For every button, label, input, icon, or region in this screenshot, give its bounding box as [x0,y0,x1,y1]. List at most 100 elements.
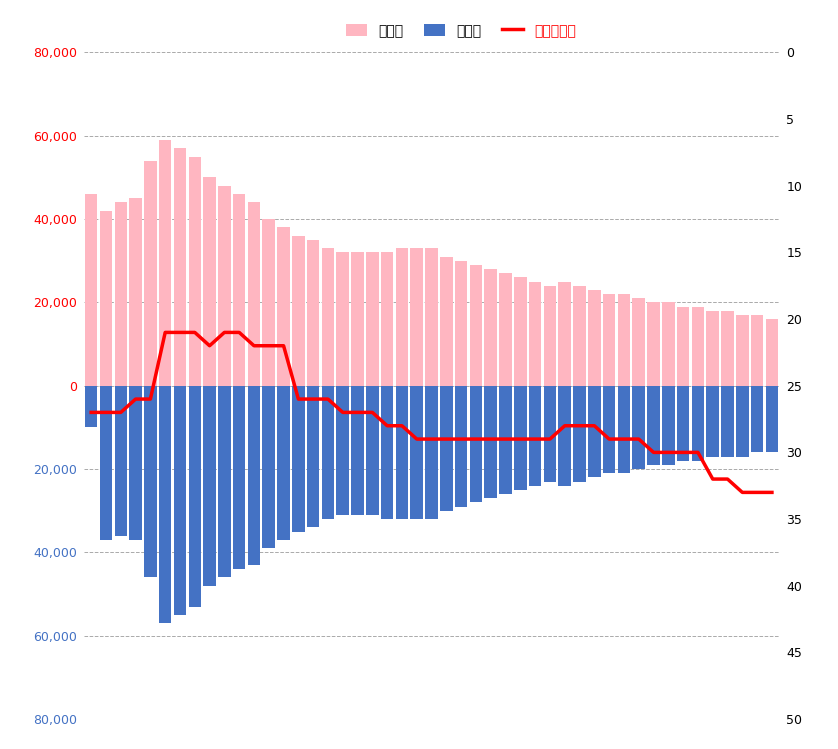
Bar [85,194,97,386]
Bar [440,386,453,511]
Bar [514,386,526,490]
ランキング [397,421,407,430]
Bar [766,319,779,386]
Bar [751,386,763,452]
Bar [766,386,779,452]
Bar [351,252,364,386]
Bar [85,386,97,428]
Bar [366,252,379,386]
ランキング [442,434,452,443]
ランキング [649,448,659,457]
ランキング [160,328,170,337]
ランキング [249,342,259,351]
ランキング [189,328,199,337]
Bar [751,315,763,386]
Bar [514,277,526,386]
Bar [129,386,142,540]
ランキング [204,342,215,351]
ランキング [175,328,185,337]
Bar [647,303,660,386]
Bar [262,386,275,548]
ランキング [737,488,747,497]
ランキング [545,434,555,443]
Bar [691,386,704,461]
Bar [173,386,186,615]
Bar [544,285,556,386]
Bar [322,248,334,386]
Bar [706,311,719,386]
ランキング [323,395,333,404]
Bar [677,306,690,386]
Bar [381,252,394,386]
Bar [662,386,675,465]
Bar [588,290,601,386]
Bar [469,265,482,386]
Bar [100,386,112,540]
ランキング [86,408,96,417]
Bar [722,311,734,386]
Bar [159,386,172,623]
Bar [233,386,246,569]
Bar [411,386,423,519]
Bar [159,140,172,386]
ランキング [722,475,732,484]
Bar [736,315,748,386]
ランキング [338,408,348,417]
ランキング [515,434,525,443]
Bar [736,386,748,457]
Bar [633,298,645,386]
Bar [277,386,290,540]
Bar [307,386,319,527]
Bar [337,386,349,515]
ランキング [486,434,496,443]
Bar [248,202,261,386]
Bar [307,240,319,386]
ランキング [619,434,629,443]
ランキング [278,342,288,351]
Bar [277,228,290,386]
ランキング [604,434,614,443]
ランキング [634,434,644,443]
Bar [722,386,734,457]
Bar [573,285,586,386]
Bar [292,236,305,386]
ランキング [456,434,466,443]
Bar [573,386,586,482]
Bar [499,386,512,494]
Bar [189,157,201,386]
Bar [189,386,201,607]
ランキング [500,434,510,443]
Bar [115,386,127,536]
Bar [100,210,112,386]
ランキング [753,488,763,497]
ランキング [234,328,244,337]
ランキング [131,395,141,404]
ランキング [116,408,126,417]
ランキング [693,448,703,457]
Bar [603,386,615,473]
Bar [425,386,438,519]
Bar [455,261,468,386]
Bar [218,186,230,386]
ランキング [530,434,541,443]
Bar [662,303,675,386]
ランキング [471,434,481,443]
Bar [173,148,186,386]
ランキング [427,434,437,443]
Bar [544,386,556,482]
Bar [381,386,394,519]
Bar [529,282,541,386]
Bar [691,306,704,386]
ランキング [293,395,303,404]
ランキング [308,395,318,404]
Bar [115,202,127,386]
Bar [396,386,408,519]
Bar [558,386,571,485]
Bar [529,386,541,485]
Bar [337,252,349,386]
Bar [144,386,157,577]
Bar [411,248,423,386]
Bar [351,386,364,515]
Bar [558,282,571,386]
Line: ランキング: ランキング [91,333,772,492]
